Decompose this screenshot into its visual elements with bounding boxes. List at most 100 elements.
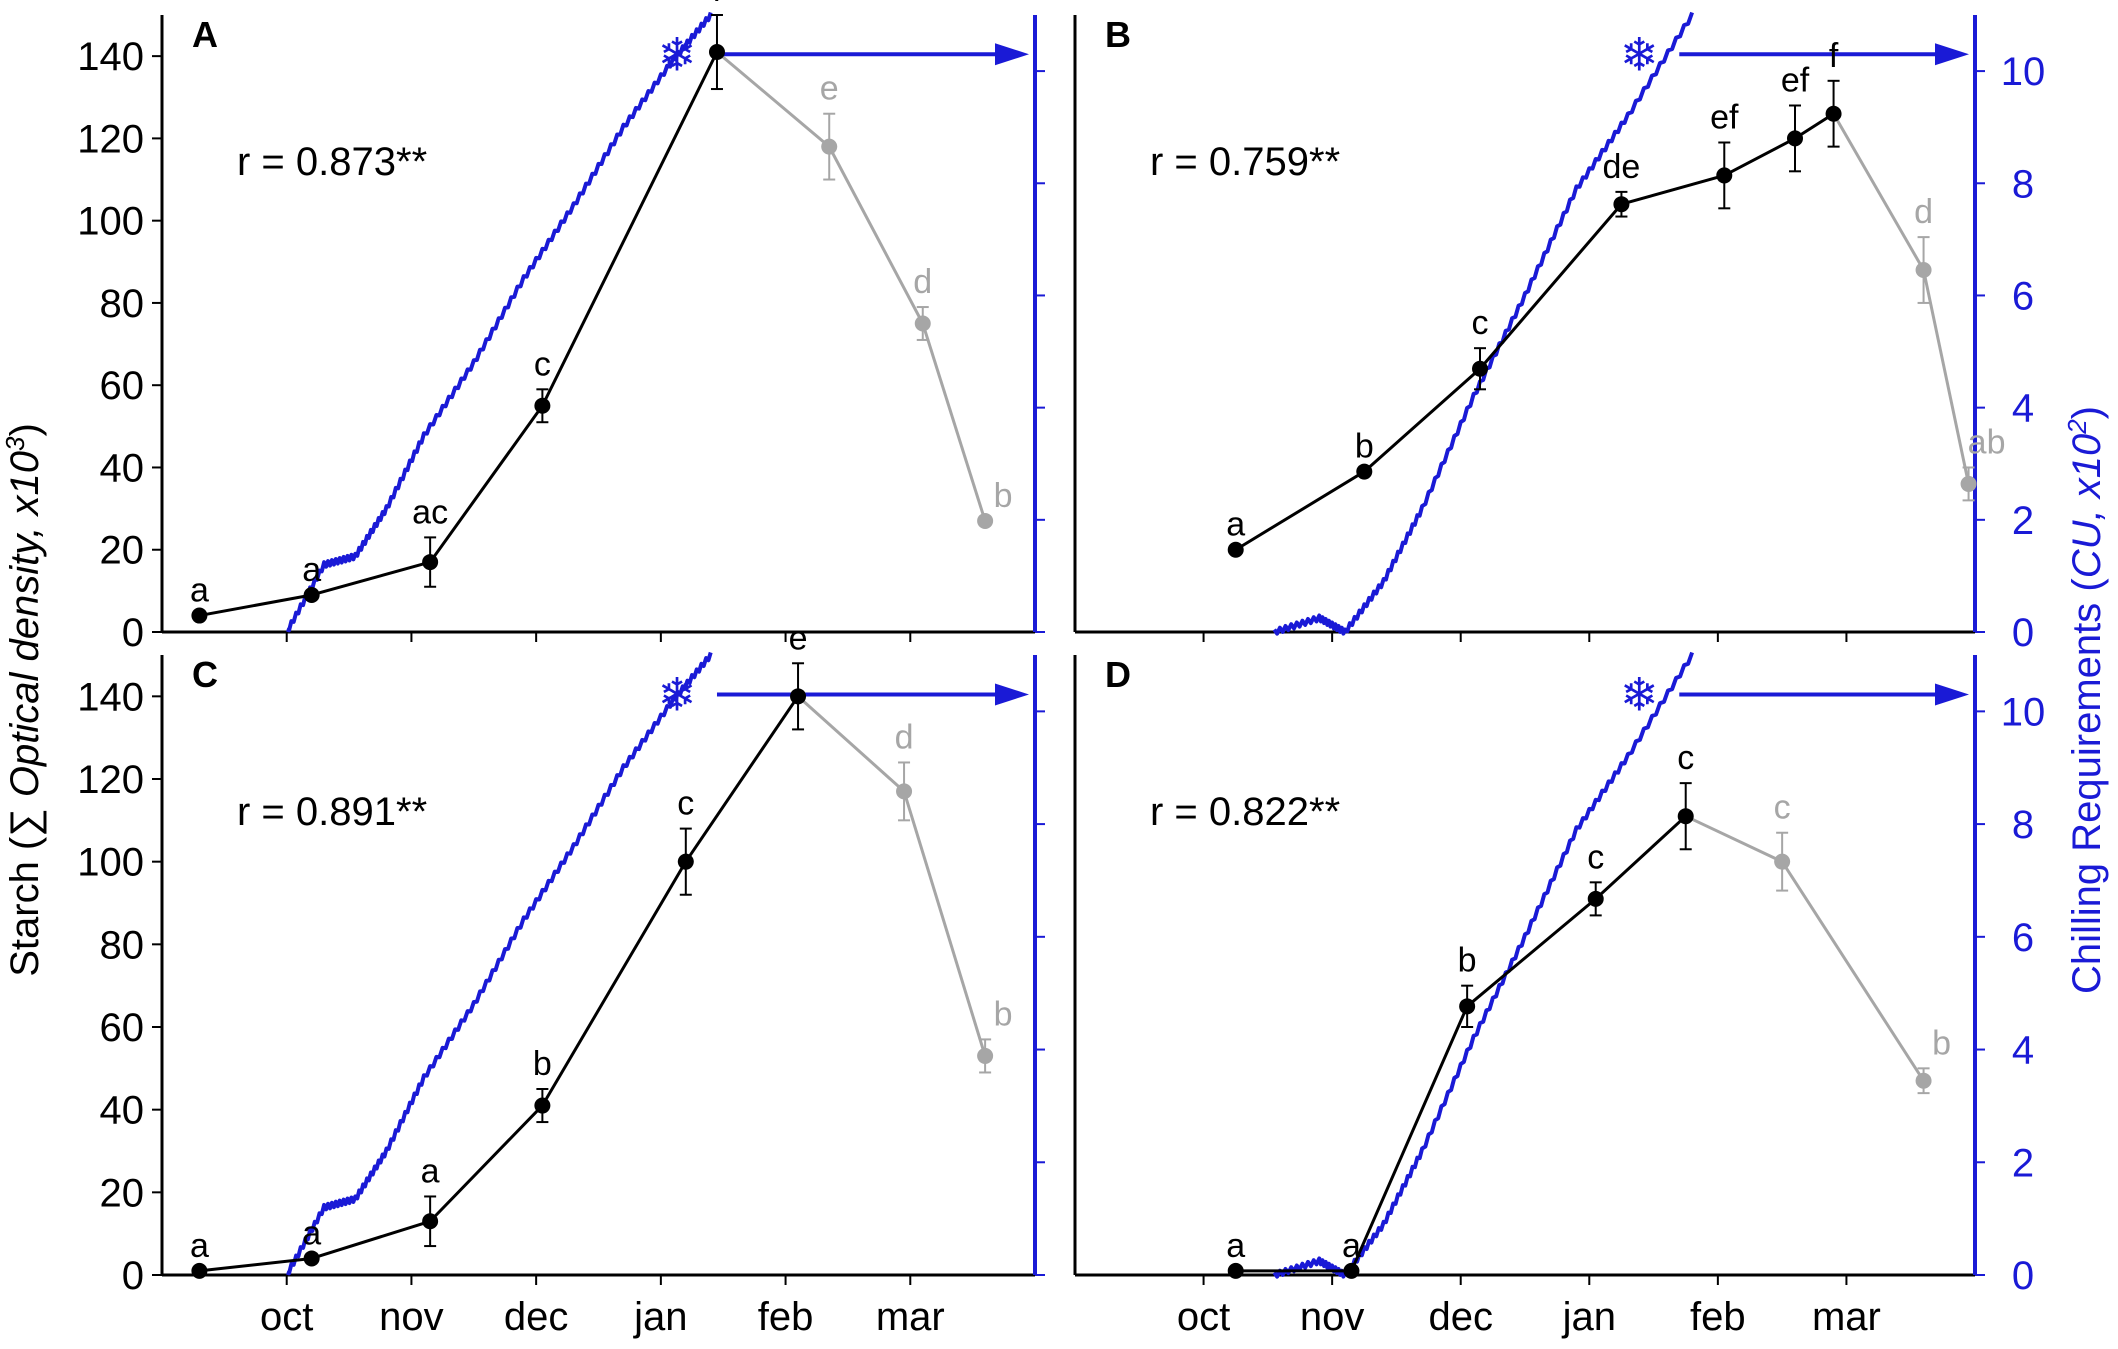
panel-d-starch-point bbox=[1774, 853, 1791, 870]
panel-c-ytick-label: 40 bbox=[100, 1089, 145, 1133]
panel-b-significance-letter: a bbox=[1226, 506, 1245, 544]
panel-a-significance-letter: e bbox=[820, 70, 839, 108]
panel-c-ytick-label: 80 bbox=[100, 923, 145, 967]
panel-c-significance-letter: a bbox=[190, 1227, 209, 1265]
panel-a-starch-point bbox=[534, 397, 551, 414]
right-axis-title: Chilling Requirements (CU, x102) bbox=[2062, 406, 2109, 994]
panel-a-ytick-label: 60 bbox=[100, 364, 145, 408]
panel-c-threshold-arrow-head bbox=[995, 683, 1029, 706]
panel-b-starch-point bbox=[1915, 262, 1932, 279]
panel-d-significance-letter: a bbox=[1226, 1227, 1245, 1265]
panel-d-starch-point bbox=[1587, 890, 1604, 907]
panel-d-y2tick-label: 0 bbox=[2012, 1254, 2034, 1298]
panel-c-starch-point bbox=[191, 1262, 208, 1279]
panel-d-significance-letter: a bbox=[1342, 1227, 1361, 1265]
panel-a-starch-point bbox=[303, 586, 320, 603]
panel-a-significance-letter: ac bbox=[412, 493, 448, 531]
panel-c-starch-segment bbox=[902, 790, 987, 1057]
panel-b-starch-segment bbox=[1832, 112, 1925, 271]
panel-d-significance-letter: c bbox=[1587, 838, 1604, 876]
panel-c-ytick-label: 60 bbox=[100, 1006, 145, 1050]
panel-b-starch-segment bbox=[1363, 367, 1481, 473]
panel-d-starch-segment bbox=[1685, 814, 1783, 864]
panel-a-significance-letter: f bbox=[712, 0, 722, 9]
panel-b-significance-letter: d bbox=[1914, 193, 1933, 231]
panel-c-starch-point bbox=[303, 1250, 320, 1267]
panel-d-chart: 0 2 4 6 8 10 oct nov dec jan feb mar Dr = 0.822** ❄ a a… bbox=[1073, 651, 2046, 1339]
panel-c-snowflake-icon: ❄ bbox=[658, 667, 697, 721]
panel-a-significance-letter: a bbox=[190, 572, 209, 610]
panel-a-starch-segment bbox=[716, 50, 831, 148]
panel-b-starch-segment bbox=[1723, 137, 1796, 177]
panel-a-starch-point bbox=[708, 44, 725, 61]
panel-a-starch-point bbox=[914, 315, 931, 332]
panel-c-significance-letter: a bbox=[302, 1214, 321, 1252]
panel-d-chill-line bbox=[1272, 651, 1694, 1279]
panel-a-starch-segment bbox=[311, 560, 431, 597]
panel-b-y2tick-label: 4 bbox=[2012, 387, 2034, 431]
panel-d-snowflake-icon: ❄ bbox=[1620, 667, 1659, 721]
panel-a-starch-point bbox=[191, 607, 208, 624]
panel-a-significance-letter: d bbox=[913, 263, 932, 301]
panel-c-xtick-label: oct bbox=[260, 1295, 313, 1339]
panel-b-starch-point bbox=[1227, 541, 1244, 558]
panel-c-starch-point bbox=[896, 783, 913, 800]
panel-b-starch-point bbox=[1472, 360, 1488, 377]
panel-b-chill-line bbox=[1272, 11, 1694, 636]
panel-d-y2tick-label: 10 bbox=[2001, 690, 2046, 734]
panel-a-ytick-label: 80 bbox=[100, 282, 145, 326]
panel-a-ytick-label: 120 bbox=[77, 117, 144, 161]
panel-c-starch-point bbox=[534, 1097, 551, 1114]
panel-b-y2tick-label: 0 bbox=[2012, 611, 2034, 655]
panel-a-starch-point bbox=[977, 512, 994, 529]
panel-d-significance-letter: b bbox=[1458, 942, 1477, 980]
panel-b-significance-letter: ef bbox=[1710, 99, 1739, 137]
panel-c-ytick-label: 100 bbox=[77, 841, 144, 885]
panel-d-xtick-label: nov bbox=[1300, 1295, 1365, 1339]
panel-c-starch-segment bbox=[199, 1256, 312, 1273]
panel-c-starch-point bbox=[790, 688, 807, 705]
panel-c-chill-line bbox=[286, 651, 713, 1276]
panel-a-snowflake-icon: ❄ bbox=[658, 27, 697, 81]
left-axis-title: Starch (∑ Optical density, x103) bbox=[0, 423, 47, 977]
panel-a-ytick-label: 140 bbox=[77, 35, 144, 79]
panel-a-starch-point bbox=[422, 554, 439, 571]
panel-d-starch-point bbox=[1677, 808, 1694, 825]
panel-d-starch-segment bbox=[1780, 860, 1925, 1082]
panel-a-ytick-label: 100 bbox=[77, 200, 144, 244]
panel-c-ytick-label: 0 bbox=[122, 1254, 144, 1298]
panel-c-significance-letter: b bbox=[994, 995, 1013, 1033]
panel-c-significance-letter: a bbox=[421, 1152, 440, 1190]
panel-a-starch-point bbox=[821, 138, 838, 155]
panel-d-starch-segment bbox=[1466, 897, 1597, 1008]
panel-b-starch-segment bbox=[1621, 173, 1725, 206]
panel-b-starch-point bbox=[1716, 167, 1733, 184]
panel-d-xtick-label: mar bbox=[1812, 1295, 1881, 1339]
panel-c-xtick-label: dec bbox=[504, 1295, 569, 1339]
panel-d-xtick-label: feb bbox=[1690, 1295, 1746, 1339]
panel-b-starch-segment bbox=[1922, 269, 1971, 485]
panel-a-starch-segment bbox=[921, 323, 987, 522]
panel-c-starch-point bbox=[677, 853, 694, 870]
panel-c-starch-segment bbox=[541, 860, 688, 1107]
panel-a-ytick-label: 20 bbox=[100, 529, 145, 573]
panel-b-starch-point bbox=[1825, 105, 1842, 122]
panel-a-ytick-label: 40 bbox=[100, 446, 145, 490]
panel-d-starch-segment bbox=[1594, 815, 1687, 900]
panel-a-starch-segment bbox=[428, 404, 544, 563]
panel-c-ytick-label: 20 bbox=[100, 1171, 145, 1215]
panel-d-starch-point bbox=[1459, 998, 1476, 1015]
panel-d-xtick-label: jan bbox=[1562, 1295, 1616, 1339]
panel-c-significance-letter: d bbox=[895, 718, 914, 756]
panel-a-significance-letter: b bbox=[994, 477, 1013, 515]
panel-b-y2tick-label: 6 bbox=[2012, 274, 2034, 318]
panel-d-threshold-arrow-head bbox=[1935, 683, 1969, 706]
panel-b-panel-letter: B bbox=[1105, 14, 1131, 55]
panel-a-panel-letter: A bbox=[192, 14, 218, 55]
panel-a-significance-letter: a bbox=[302, 551, 321, 589]
panel-c-significance-letter: b bbox=[533, 1045, 552, 1083]
panel-c-starch-segment bbox=[684, 695, 800, 863]
panel-b-significance-letter: ef bbox=[1781, 61, 1810, 99]
